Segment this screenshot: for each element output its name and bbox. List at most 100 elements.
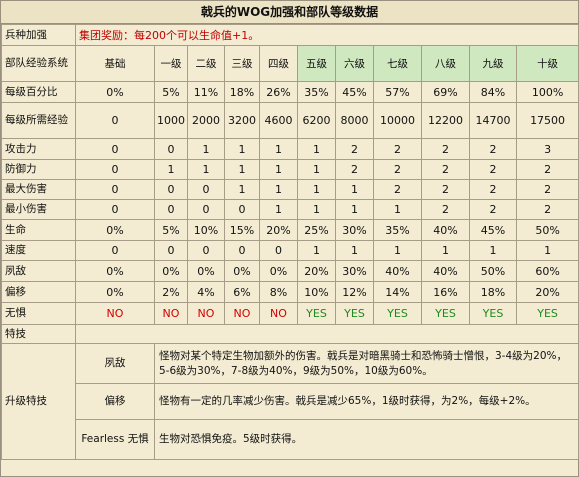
stat-value: 20% (297, 260, 336, 282)
stat-value: 2 (421, 138, 470, 160)
stat-value: 1 (335, 179, 374, 200)
stat-value: 2 (515, 179, 579, 200)
stat-value: 45% (469, 219, 517, 241)
stat-value: 0% (75, 219, 155, 241)
stat-value: 1 (335, 199, 374, 220)
stat-value: 14% (373, 281, 422, 303)
skill-name: 夙敌 (75, 343, 155, 384)
stat-value: 1 (154, 159, 188, 180)
stat-value: 1000 (154, 102, 188, 139)
stat-value: 20% (259, 219, 298, 241)
stat-value: 2 (421, 159, 470, 180)
fearless-value: YES (421, 302, 470, 325)
stat-value: 50% (469, 260, 517, 282)
stat-value: 2 (515, 159, 579, 180)
stat-label: 最大伤害 (1, 179, 76, 200)
stat-row: 生命 0% 5% 10% 15% 20% 25% 30% 35% 40% 45% 50% (1, 219, 579, 241)
stat-label: 攻击力 (1, 138, 76, 160)
stat-value: 0 (75, 199, 155, 220)
skill-row-3: Fearless 无惧 生物对恐惧免疫。5级时获得。 (2, 419, 579, 460)
stat-value: 1 (297, 159, 336, 180)
stat-value: 1 (224, 179, 260, 200)
stat-value: 4% (187, 281, 225, 303)
fearless-row: 无惧 NO NO NO NO NO YES YES YES YES YES YES (1, 302, 579, 325)
stat-value: 1 (297, 138, 336, 160)
fearless-value: YES (515, 302, 579, 325)
stat-value: 0% (187, 260, 225, 282)
stat-value: 10% (187, 219, 225, 241)
stat-value: 0 (259, 240, 298, 261)
stat-value: 12200 (421, 102, 470, 139)
stat-value: 0% (154, 260, 188, 282)
stat-value: 0 (75, 159, 155, 180)
stat-value: 1 (469, 240, 517, 261)
bonus-label: 兵种加强 (1, 24, 76, 46)
stat-value: 0 (75, 179, 155, 200)
fearless-value: NO (187, 302, 225, 325)
stat-label: 防御力 (1, 159, 76, 180)
stat-value: 18% (469, 281, 517, 303)
stat-value: 14700 (469, 102, 517, 139)
skill-desc: 怪物对某个特定生物加额外的伤害。戟兵是对暗黑骑士和恐怖骑士憎恨，3-4级为20%… (153, 343, 579, 384)
stat-value: 10% (297, 281, 336, 303)
skill-name: 偏移 (75, 383, 155, 420)
stat-value: 1 (259, 138, 298, 160)
level-header-cell: 四级 (259, 45, 298, 82)
stat-row: 最小伤害 0 0 0 0 1 1 1 1 2 2 2 (1, 199, 579, 220)
level-header-cell: 八级 (421, 45, 470, 82)
stat-value: 2 (373, 159, 422, 180)
level-header-cell: 六级 (335, 45, 374, 82)
stat-label: 生命 (1, 219, 76, 241)
stat-value: 1 (335, 240, 374, 261)
stat-value: 40% (373, 260, 422, 282)
stat-value: 57% (373, 81, 422, 103)
stat-value: 0 (154, 199, 188, 220)
stat-value: 5% (154, 219, 188, 241)
bonus-row: 兵种加强 集团奖励：每200个可以生命值+1。 (1, 24, 579, 46)
stat-label: 夙敌 (1, 260, 76, 282)
stat-value: 60% (515, 260, 579, 282)
stat-value: 2 (421, 199, 470, 220)
stat-row: 攻击力 0 0 1 1 1 1 2 2 2 2 3 (1, 138, 579, 160)
stat-value: 0 (187, 240, 225, 261)
stat-value: 2 (335, 159, 374, 180)
stat-value: 40% (421, 260, 470, 282)
stat-label: 每级所需经验 (1, 102, 76, 139)
stat-row: 每级所需经验 0 1000 2000 3200 4600 6200 8000 10000 1220… (1, 102, 579, 139)
stat-row: 偏移 0% 2% 4% 6% 8% 10% 12% 14% 16% 18% 20% (1, 281, 579, 303)
stat-row: 速度 0 0 0 0 0 1 1 1 1 1 1 (1, 240, 579, 261)
fearless-value: YES (373, 302, 422, 325)
level-header-cell: 七级 (373, 45, 422, 82)
stat-value: 35% (373, 219, 422, 241)
stat-value: 1 (421, 240, 470, 261)
stat-value: 0% (224, 260, 260, 282)
stat-label: 最小伤害 (1, 199, 76, 220)
stat-value: 1 (297, 179, 336, 200)
stat-value: 69% (421, 81, 470, 103)
stat-value: 2 (335, 138, 374, 160)
special-label: 特技 (1, 324, 76, 344)
stat-row: 夙敌 0% 0% 0% 0% 0% 20% 30% 40% 40% 50% 60% (1, 260, 579, 282)
stat-value: 20% (515, 281, 579, 303)
stat-value: 0 (75, 138, 155, 160)
stat-value: 5% (154, 81, 188, 103)
stat-value: 2 (421, 179, 470, 200)
stat-label: 速度 (1, 240, 76, 261)
level-header-cell: 二级 (187, 45, 225, 82)
stat-value: 8% (259, 281, 298, 303)
stat-value: 0% (75, 81, 155, 103)
stat-value: 2 (469, 199, 517, 220)
stat-value: 0 (187, 199, 225, 220)
stat-value: 0 (154, 179, 188, 200)
special-empty (74, 324, 579, 344)
stat-value: 1 (297, 240, 336, 261)
stat-value: 30% (335, 260, 374, 282)
stat-value: 1 (187, 138, 225, 160)
unit-level-table: 兵种加强 集团奖励：每200个可以生命值+1。 部队经验系统 基础 一级 二级 三级四… (1, 24, 579, 460)
fearless-value: NO (259, 302, 298, 325)
stat-value: 0 (154, 240, 188, 261)
stat-row: 最大伤害 0 0 0 1 1 1 1 2 2 2 2 (1, 179, 579, 200)
stat-value: 15% (224, 219, 260, 241)
skill-row-1: 升级特技 夙敌 怪物对某个特定生物加额外的伤害。戟兵是对暗黑骑士和恐怖骑士憎恨，… (1, 343, 579, 460)
